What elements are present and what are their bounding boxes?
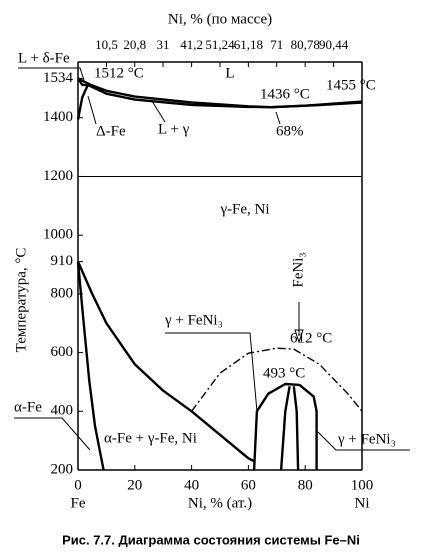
y-tick-label: 600 xyxy=(51,344,74,360)
annotation: 1455 °C xyxy=(326,77,376,93)
annotation: 612 °C xyxy=(290,330,332,346)
annotation: L + γ xyxy=(158,121,190,137)
phase-boundary xyxy=(76,261,255,463)
phase-boundary xyxy=(279,386,291,471)
x2-tick-label: 80,78 xyxy=(291,37,320,52)
x-tick-label: 60 xyxy=(241,477,256,493)
annotation: L + δ-Fe xyxy=(18,50,70,66)
annotation: 1512 °C xyxy=(94,65,144,81)
leader xyxy=(275,111,281,125)
annotation: FeNi₃ xyxy=(290,252,306,287)
phase-boundary xyxy=(76,77,91,87)
phase-boundary xyxy=(87,83,363,109)
phase-boundary xyxy=(76,84,89,120)
leader xyxy=(14,417,91,451)
phase-boundary xyxy=(77,77,363,109)
annotation: γ + FeNi₃ xyxy=(337,431,396,447)
arrow-head xyxy=(294,329,304,344)
x2-tick-label: 51,24 xyxy=(205,37,235,52)
y-tick-label: 400 xyxy=(51,403,74,419)
leader-lines xyxy=(14,67,410,451)
leader xyxy=(87,95,97,125)
y-tick-label: 1000 xyxy=(43,227,73,243)
y-tick-label: 1534 xyxy=(43,70,74,86)
annotation: α-Fe xyxy=(14,399,42,415)
x-tick-label: 100 xyxy=(351,477,374,493)
leader xyxy=(18,67,85,81)
x2-axis-label: Ni, % (по массе) xyxy=(168,11,272,27)
y-tick-label: 800 xyxy=(51,285,74,301)
x-tick-label: 20 xyxy=(127,477,142,493)
y-tick-label: 910 xyxy=(51,253,74,269)
annotation: L xyxy=(225,65,234,81)
x2-tick-label: 61,18 xyxy=(234,37,263,52)
annotation: γ + FeNi₃ xyxy=(164,312,223,328)
x2-tick-label: 90,44 xyxy=(319,37,349,52)
phase-boundary xyxy=(191,347,363,412)
annotation: γ-Fe, Ni xyxy=(219,201,269,217)
caption: Рис. 7.7. Диаграмма состояния системы Fe… xyxy=(62,532,360,547)
leader xyxy=(317,431,410,451)
y-tick-label: 200 xyxy=(51,461,74,477)
annotation: 1436 °C xyxy=(260,86,310,102)
annotation: Δ-Fe xyxy=(96,123,126,139)
x2-tick-label: 71 xyxy=(270,37,283,52)
x-end-label: Fe xyxy=(71,495,86,511)
x-tick-label: 0 xyxy=(74,477,82,493)
annotation: 493 °C xyxy=(263,365,305,381)
x-axis-label: Ni, % (ат.) xyxy=(188,495,252,511)
x2-tick-label: 41,2 xyxy=(180,37,203,52)
phase-boundary xyxy=(76,261,105,471)
y-axis-label: Температура, °C xyxy=(13,248,29,353)
x-tick-label: 40 xyxy=(184,477,199,493)
leader xyxy=(151,100,166,123)
phase-boundary xyxy=(292,386,300,471)
x-end-label: Ni xyxy=(355,495,370,511)
leader xyxy=(165,332,258,413)
y-tick-label: 1200 xyxy=(43,168,73,184)
x2-tick-label: 10,5 xyxy=(95,37,118,52)
phase-boundary xyxy=(252,382,318,471)
annotation: α-Fe + γ-Fe, Ni xyxy=(104,430,197,446)
y-tick-label: 1400 xyxy=(43,109,73,125)
x2-tick-label: 31 xyxy=(157,37,170,52)
x2-tick-label: 20,8 xyxy=(123,37,146,52)
annotation: 68% xyxy=(276,123,304,139)
x-tick-label: 80 xyxy=(298,477,313,493)
